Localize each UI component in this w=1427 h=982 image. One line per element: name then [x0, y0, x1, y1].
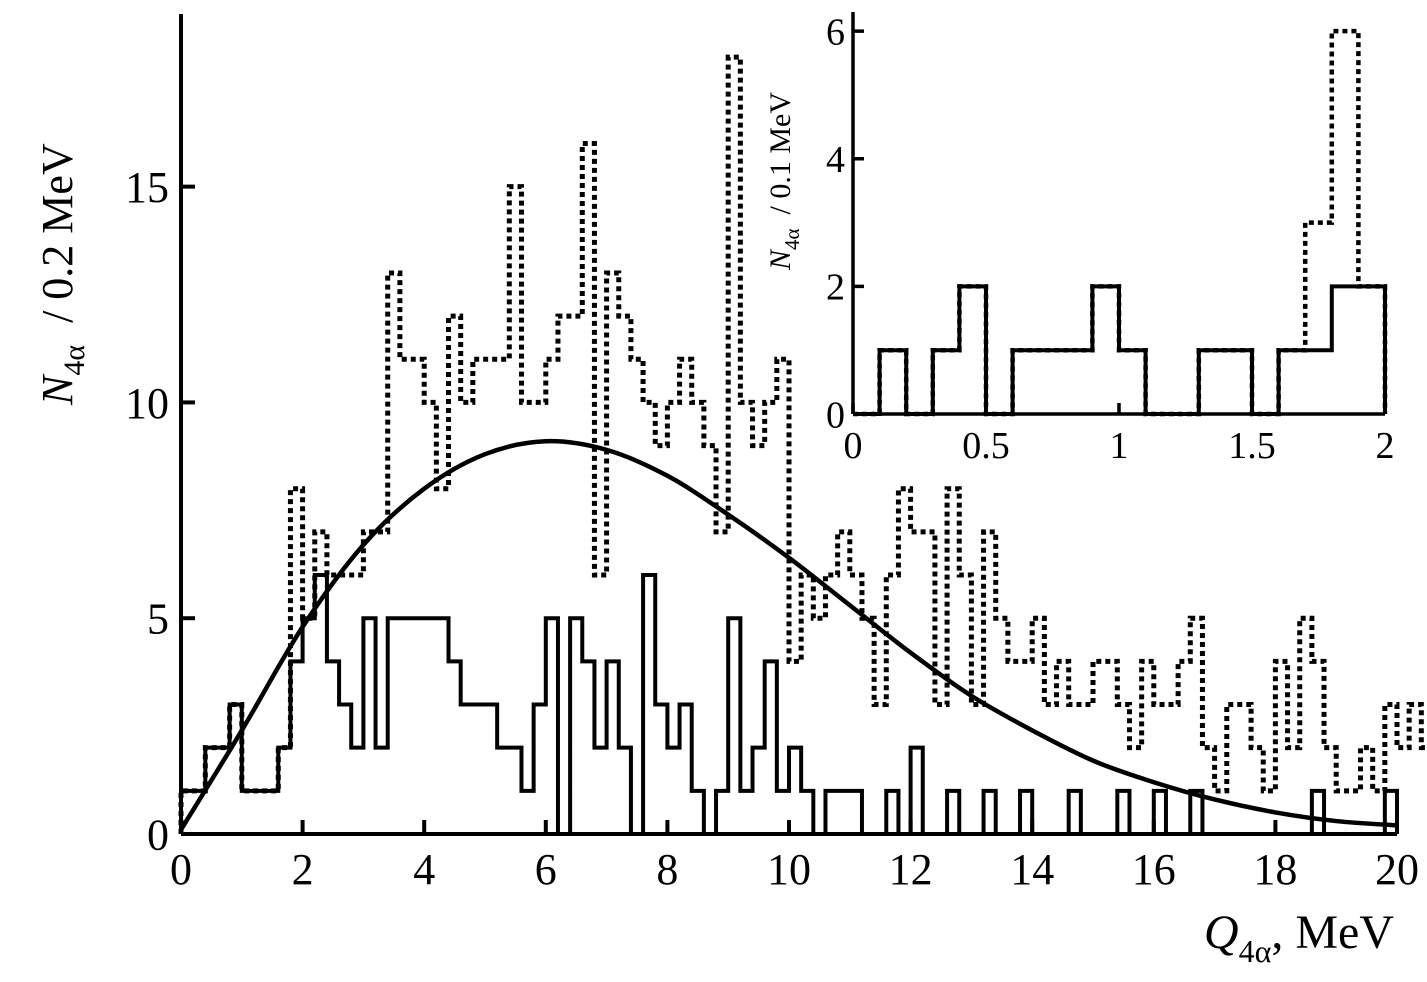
svg-text:N4α/ 0.1 MeV: N4α/ 0.1 MeV — [764, 92, 804, 271]
main-x-tick-label: 12 — [889, 845, 933, 894]
main-x-tick-label: 6 — [535, 845, 557, 894]
inset-x-tick-label: 0 — [844, 425, 863, 467]
main-x-tick-label: 4 — [413, 845, 435, 894]
main-y-axis-label: N4α/ 0.2 MeV — [33, 143, 91, 406]
main-y-tick-label: 5 — [147, 595, 169, 644]
main-x-tick-label: 20 — [1375, 845, 1419, 894]
inset-x-tick-label: 2 — [1376, 425, 1395, 467]
inset-y-tick-label: 2 — [826, 267, 845, 309]
inset-x-tick-label: 1.5 — [1228, 425, 1276, 467]
inset-y-tick-label: 6 — [826, 11, 845, 53]
inset-x-tick-label: 0.5 — [962, 425, 1010, 467]
inset-solid-histogram-series — [853, 284, 1387, 416]
main-x-tick-label: 8 — [656, 845, 678, 894]
main-x-tick-label: 0 — [170, 845, 192, 894]
main-dotted-histogram-series — [178, 54, 1427, 834]
main-x-tick-label: 18 — [1253, 845, 1297, 894]
svg-text:N4α/ 0.2 MeV: N4α/ 0.2 MeV — [33, 143, 91, 406]
main-x-tick-label: 10 — [767, 845, 811, 894]
inset-y-tick-label: 4 — [826, 139, 845, 181]
main-x-axis-label: Q4α, MeV — [1204, 906, 1394, 969]
main-y-tick-label: 0 — [147, 810, 169, 859]
main-x-tick-label: 2 — [292, 845, 314, 894]
main-x-tick-label: 14 — [1010, 845, 1054, 894]
svg-text:Q4α, MeV: Q4α, MeV — [1204, 906, 1394, 969]
inset-y-axis-label: N4α/ 0.1 MeV — [764, 92, 804, 271]
main-solid-histogram-series — [179, 573, 1399, 836]
main-y-tick-label: 15 — [125, 163, 169, 212]
main-fit-curve — [179, 438, 1398, 831]
inset-x-tick-label: 1 — [1110, 425, 1129, 467]
main-y-tick-label: 10 — [125, 379, 169, 428]
main-x-tick-label: 16 — [1132, 845, 1176, 894]
inset-y-tick-label: 0 — [826, 394, 845, 436]
